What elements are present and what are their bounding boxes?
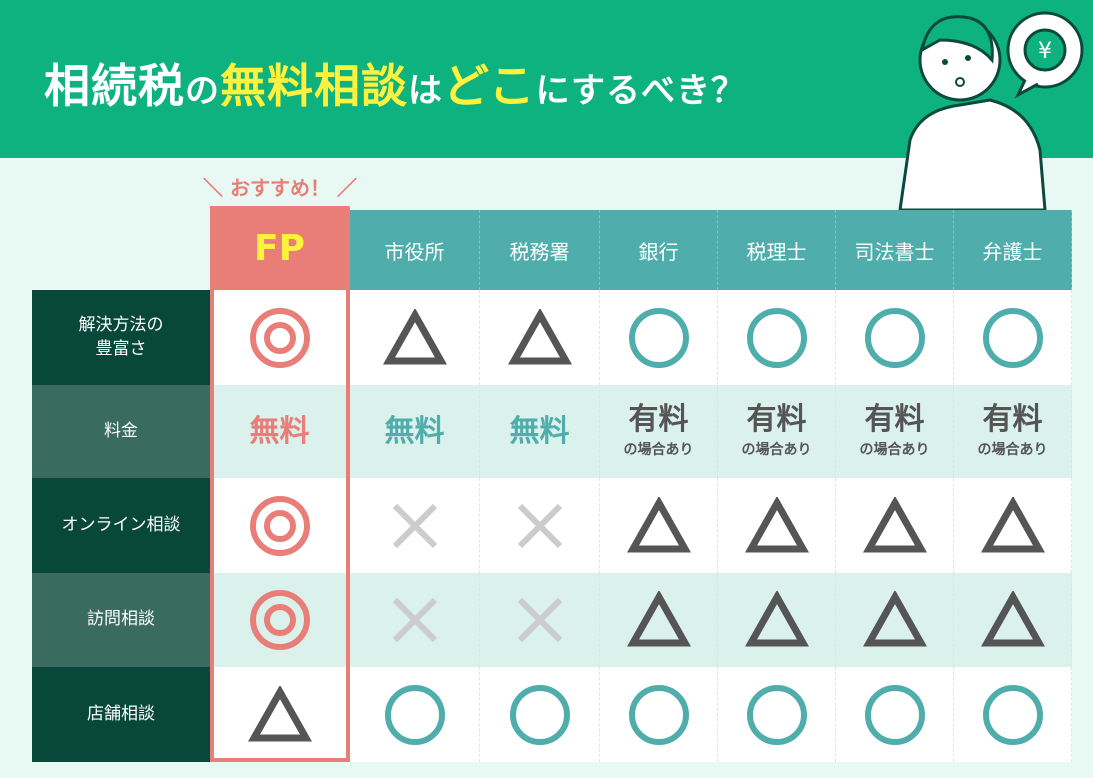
- double-circle-icon: [249, 307, 310, 368]
- table-cell: [480, 290, 600, 385]
- circle-icon: [864, 684, 925, 745]
- table-cell: [718, 573, 836, 667]
- circle-icon: [746, 307, 807, 368]
- column-header: FP: [210, 206, 350, 290]
- table-cell: [836, 290, 954, 385]
- double-circle-icon: [249, 590, 310, 650]
- table-cell: [480, 573, 600, 667]
- table-cell: 無料: [480, 385, 600, 478]
- triangle-icon: [626, 591, 691, 647]
- row-label: 店舗相談: [32, 667, 210, 762]
- table-cell: [718, 478, 836, 573]
- price-note: の場合あり: [741, 441, 812, 458]
- cell-value: 無料: [249, 413, 310, 449]
- cell-value: 無料: [384, 413, 445, 449]
- price-note: の場合あり: [623, 441, 694, 458]
- triangle-icon: [862, 591, 927, 647]
- circle-icon: [509, 684, 570, 745]
- thinking-woman-illustration: ¥: [898, 11, 1084, 210]
- triangle-icon: [744, 496, 809, 552]
- table-cell: [350, 290, 480, 385]
- row-label: 解決方法の 豊富さ: [32, 290, 210, 385]
- price-text: 有料: [746, 401, 807, 437]
- table-cell: [600, 290, 718, 385]
- column-header: 銀行: [600, 210, 718, 290]
- cell-value: 有料 の場合あり: [741, 401, 812, 459]
- cell-value: 有料 の場合あり: [977, 401, 1048, 459]
- circle-icon: [982, 307, 1043, 368]
- cell-value: 有料 の場合あり: [623, 401, 694, 459]
- table-cell: [210, 478, 350, 573]
- table-cell: [718, 290, 836, 385]
- recommend-label: ＼ おすすめ！ ／: [203, 176, 357, 200]
- table-cell: [954, 667, 1072, 762]
- price-text: 無料: [384, 413, 445, 449]
- triangle-icon: [507, 308, 572, 364]
- table-cell: 有料 の場合あり: [954, 385, 1072, 478]
- circle-icon: [384, 684, 445, 745]
- price-text: 有料: [628, 401, 689, 437]
- page-title: 相続税の無料相談はどこにするべき？: [44, 59, 746, 113]
- table-cell: [480, 478, 600, 573]
- table-cell: [718, 667, 836, 762]
- table-cell: [210, 573, 350, 667]
- row-label: 料金: [32, 385, 210, 478]
- circle-icon: [628, 307, 689, 368]
- triangle-icon: [862, 496, 927, 552]
- column-header: 司法書士: [836, 210, 954, 290]
- price-text: 無料: [249, 413, 310, 449]
- table-cell: [600, 667, 718, 762]
- triangle-icon: [247, 685, 312, 741]
- cross-icon: [392, 503, 437, 548]
- price-note: の場合あり: [977, 441, 1048, 458]
- price-note: の場合あり: [859, 441, 930, 458]
- cross-icon: [517, 597, 562, 643]
- table-cell: [836, 667, 954, 762]
- table-cell: 有料 の場合あり: [836, 385, 954, 478]
- column-header: 税務署: [480, 210, 600, 290]
- table-cell: [210, 290, 350, 385]
- table-cell: [836, 573, 954, 667]
- circle-icon: [628, 684, 689, 745]
- cross-icon: [517, 503, 562, 548]
- svg-text:¥: ¥: [1038, 39, 1052, 64]
- price-text: 有料: [864, 401, 925, 437]
- row-label: オンライン相談: [32, 478, 210, 573]
- triangle-icon: [382, 308, 447, 364]
- title-banner: 相続税の無料相談はどこにするべき？ ¥: [0, 0, 1093, 210]
- table-cell: [836, 478, 954, 573]
- double-circle-icon: [249, 495, 310, 556]
- column-header: 税理士: [718, 210, 836, 290]
- table-cell: [350, 478, 480, 573]
- table-cell: [954, 573, 1072, 667]
- circle-icon: [864, 307, 925, 368]
- table-cell: 無料: [350, 385, 480, 478]
- table-cell: [954, 290, 1072, 385]
- table-cell: [210, 667, 350, 762]
- table-cell: [350, 667, 480, 762]
- table-cell: [954, 478, 1072, 573]
- triangle-icon: [744, 591, 809, 647]
- triangle-icon: [980, 591, 1045, 647]
- cross-icon: [392, 597, 437, 643]
- triangle-icon: [980, 496, 1045, 552]
- circle-icon: [746, 684, 807, 745]
- table-cell: [600, 478, 718, 573]
- column-header: 市役所: [350, 210, 480, 290]
- table-cell: 有料 の場合あり: [600, 385, 718, 478]
- price-text: 無料: [509, 413, 570, 449]
- table-cell: [600, 573, 718, 667]
- cell-value: 無料: [509, 413, 570, 449]
- table-cell: [350, 573, 480, 667]
- table-cell: [480, 667, 600, 762]
- table-cell: 有料 の場合あり: [718, 385, 836, 478]
- cell-value: 有料 の場合あり: [859, 401, 930, 459]
- table-cell: 無料: [210, 385, 350, 478]
- row-label: 訪問相談: [32, 573, 210, 667]
- circle-icon: [982, 684, 1043, 745]
- triangle-icon: [626, 496, 691, 552]
- price-text: 有料: [982, 401, 1043, 437]
- column-header: 弁護士: [954, 210, 1072, 290]
